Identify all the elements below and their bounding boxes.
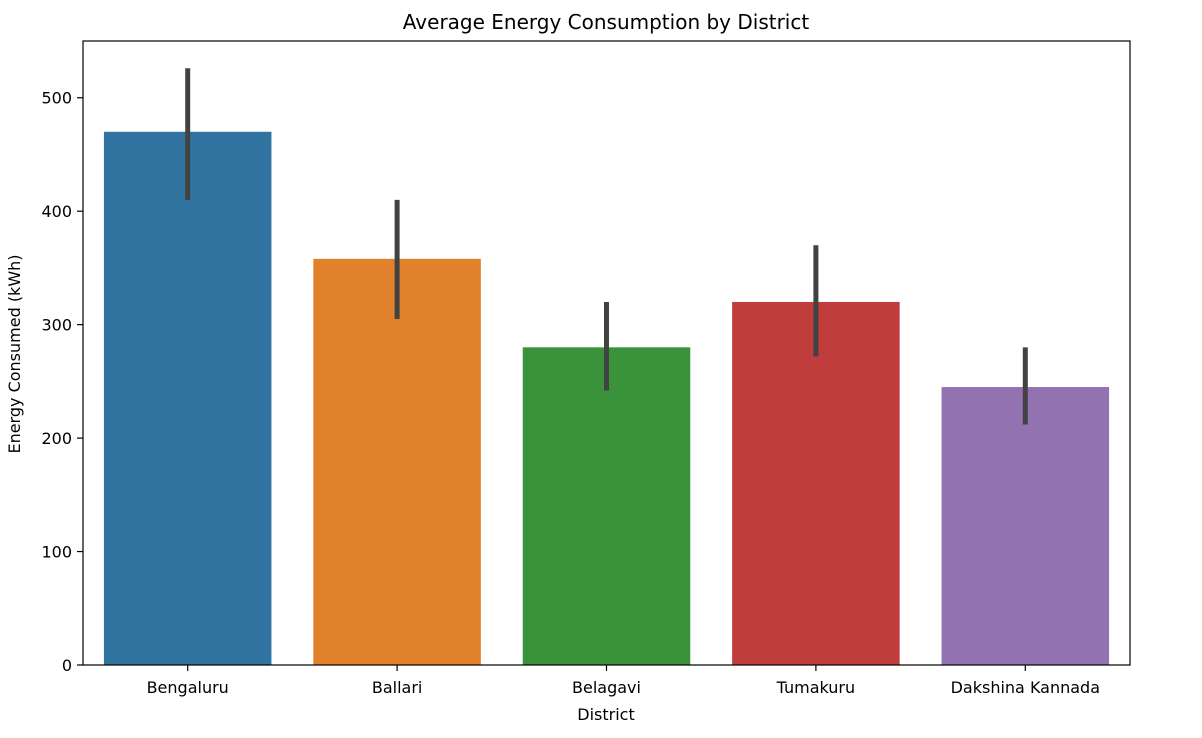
bar-bengaluru	[103, 131, 272, 665]
bars-layer	[103, 131, 1110, 665]
y-tick-label-400: 400	[41, 202, 72, 221]
y-tick-label-100: 100	[41, 543, 72, 562]
y-axis: 0 100 200 300 400 500	[41, 89, 83, 675]
chart-title: Average Energy Consumption by District	[403, 10, 810, 34]
y-tick-label-0: 0	[62, 656, 72, 675]
x-tick-label-bengaluru: Bengaluru	[147, 678, 229, 697]
y-tick-label-500: 500	[41, 89, 72, 108]
x-axis: Bengaluru Ballari Belagavi Tumakuru Dakshina…	[147, 665, 1100, 697]
error-bars-layer	[185, 68, 1028, 425]
y-tick-label-300: 300	[41, 316, 72, 335]
bar-tumakuru	[732, 301, 900, 665]
y-axis-label: Energy Consumed (kWh)	[5, 254, 24, 453]
x-axis-label: District	[577, 705, 634, 724]
bar-ballari	[313, 258, 481, 665]
x-tick-label-belagavi: Belagavi	[572, 678, 641, 697]
y-tick-label-200: 200	[41, 429, 72, 448]
x-tick-label-ballari: Ballari	[372, 678, 423, 697]
x-tick-label-dakshina-kannada: Dakshina Kannada	[951, 678, 1100, 697]
bar-belagavi	[522, 347, 691, 665]
bar-dakshina-kannada	[941, 387, 1110, 665]
x-tick-label-tumakuru: Tumakuru	[776, 678, 856, 697]
plot-frame	[82, 40, 1131, 666]
